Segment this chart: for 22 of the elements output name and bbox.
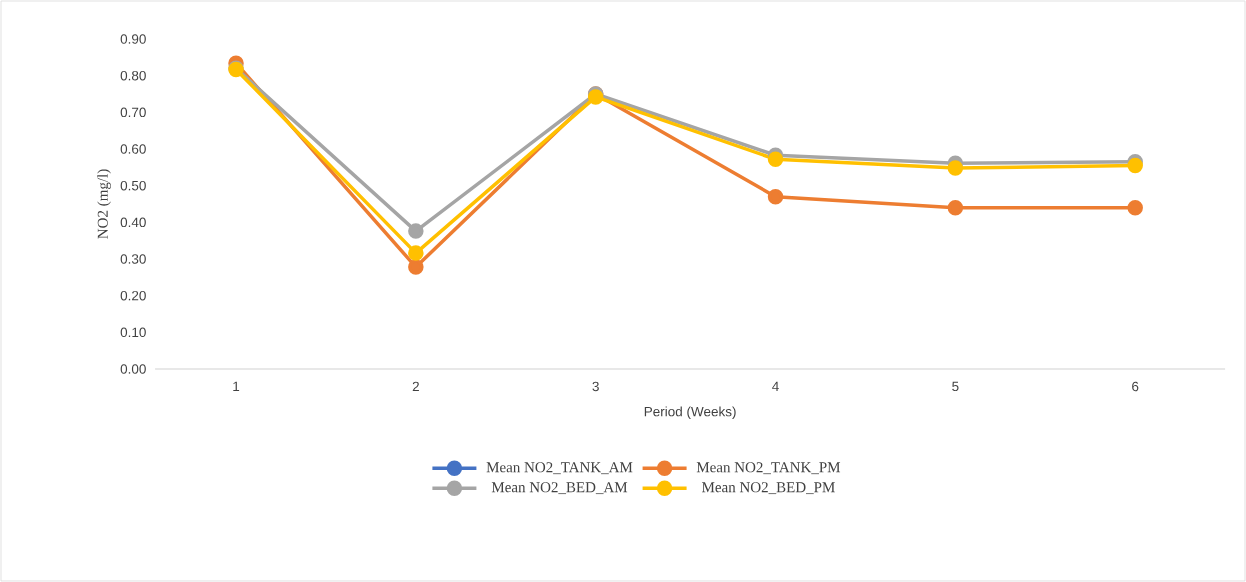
- y-tick-label: 0.60: [120, 144, 146, 154]
- x-tick-label: 6: [1132, 381, 1139, 392]
- x-tick-label: 1: [233, 381, 240, 391]
- y-tick-label: 0.00: [120, 364, 146, 374]
- legend-label: Mean NO2_TANK_AM: [486, 462, 633, 475]
- y-tick-label: 0.90: [120, 34, 146, 44]
- x-tick-label: 4: [772, 381, 779, 391]
- x-tick-label: 3: [592, 381, 599, 392]
- legend-label: Mean NO2_BED_PM: [702, 482, 835, 495]
- y-axis-title: NO2 (mg/l): [97, 169, 111, 239]
- legend-label: Mean NO2_BED_AM: [491, 482, 628, 495]
- y-tick-label: 0.10: [120, 327, 146, 338]
- x-tick-label: 5: [952, 381, 959, 392]
- x-tick-label: 2: [412, 381, 419, 392]
- y-tick-label: 0.70: [120, 107, 146, 118]
- y-tick-label: 0.80: [120, 70, 146, 81]
- legend-label: Mean NO2_TANK_PM: [696, 462, 841, 475]
- y-tick-label: 0.30: [120, 254, 146, 264]
- x-axis-title: Period (Weeks): [644, 406, 736, 420]
- y-tick-label: 0.40: [120, 217, 146, 228]
- y-tick-label: 0.50: [120, 180, 146, 191]
- y-tick-label: 0.20: [120, 290, 146, 301]
